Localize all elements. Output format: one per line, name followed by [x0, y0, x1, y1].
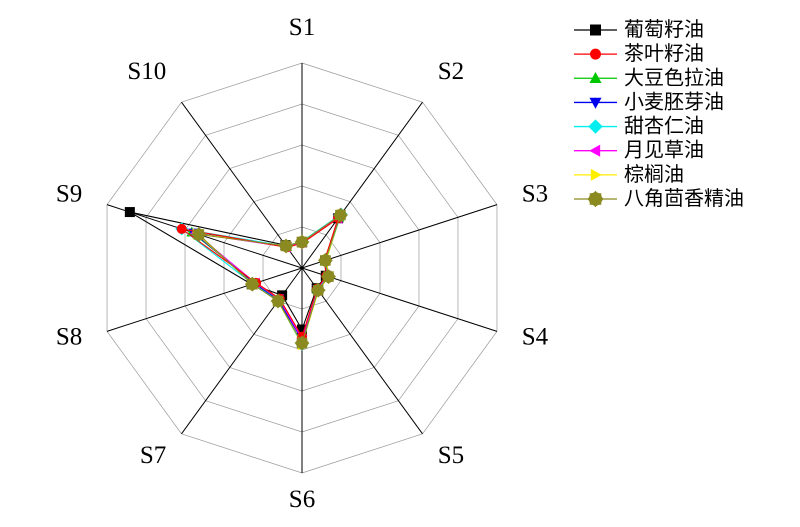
svg-text:S3: S3	[522, 181, 548, 208]
svg-text:小麦胚芽油: 小麦胚芽油	[624, 90, 724, 113]
svg-text:棕榈油: 棕榈油	[624, 163, 684, 186]
svg-text:甜杏仁油: 甜杏仁油	[624, 115, 704, 138]
svg-text:S4: S4	[522, 323, 549, 350]
svg-text:S2: S2	[438, 58, 464, 85]
svg-text:S10: S10	[127, 58, 166, 85]
svg-text:大豆色拉油: 大豆色拉油	[624, 66, 724, 89]
svg-text:S6: S6	[289, 486, 315, 513]
svg-text:S1: S1	[289, 14, 315, 41]
svg-text:S5: S5	[438, 442, 464, 469]
svg-text:八角茴香精油: 八角茴香精油	[624, 187, 744, 210]
svg-text:S8: S8	[56, 323, 82, 350]
svg-text:葡萄籽油: 葡萄籽油	[624, 18, 704, 41]
svg-text:茶叶籽油: 茶叶籽油	[624, 42, 704, 65]
svg-text:月见草油: 月见草油	[624, 139, 704, 162]
svg-text:S7: S7	[140, 442, 166, 469]
svg-text:S9: S9	[56, 181, 82, 208]
